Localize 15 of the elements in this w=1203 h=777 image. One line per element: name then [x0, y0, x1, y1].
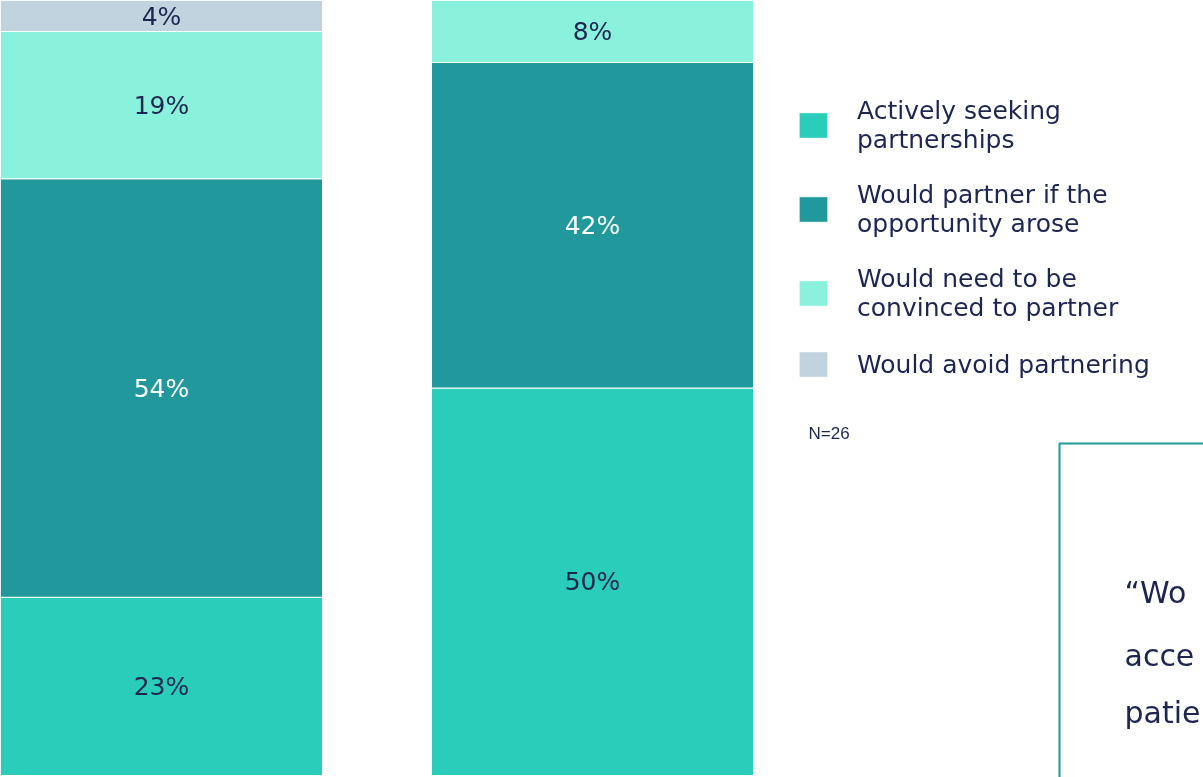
data-label: 54%	[133, 373, 190, 403]
data-label: 19%	[133, 90, 190, 120]
text: N=26	[808, 424, 850, 443]
data-label: 8%	[572, 17, 613, 46]
legend-label: Actively seeking partnerships	[857, 96, 1061, 154]
data-label: 42%	[564, 210, 621, 240]
legend-label: Would partner if the opportunity arose	[857, 180, 1108, 238]
legend-label: Would need to be convinced to partner	[857, 264, 1119, 322]
text: patie	[1124, 695, 1201, 730]
data-label: 23%	[133, 671, 190, 701]
legend-label: Would avoid partnering	[857, 349, 1150, 379]
data-label: 4%	[141, 1, 182, 31]
data-label: 50%	[564, 567, 621, 597]
text: acce	[1124, 638, 1195, 673]
text: “Wo	[1124, 575, 1187, 610]
